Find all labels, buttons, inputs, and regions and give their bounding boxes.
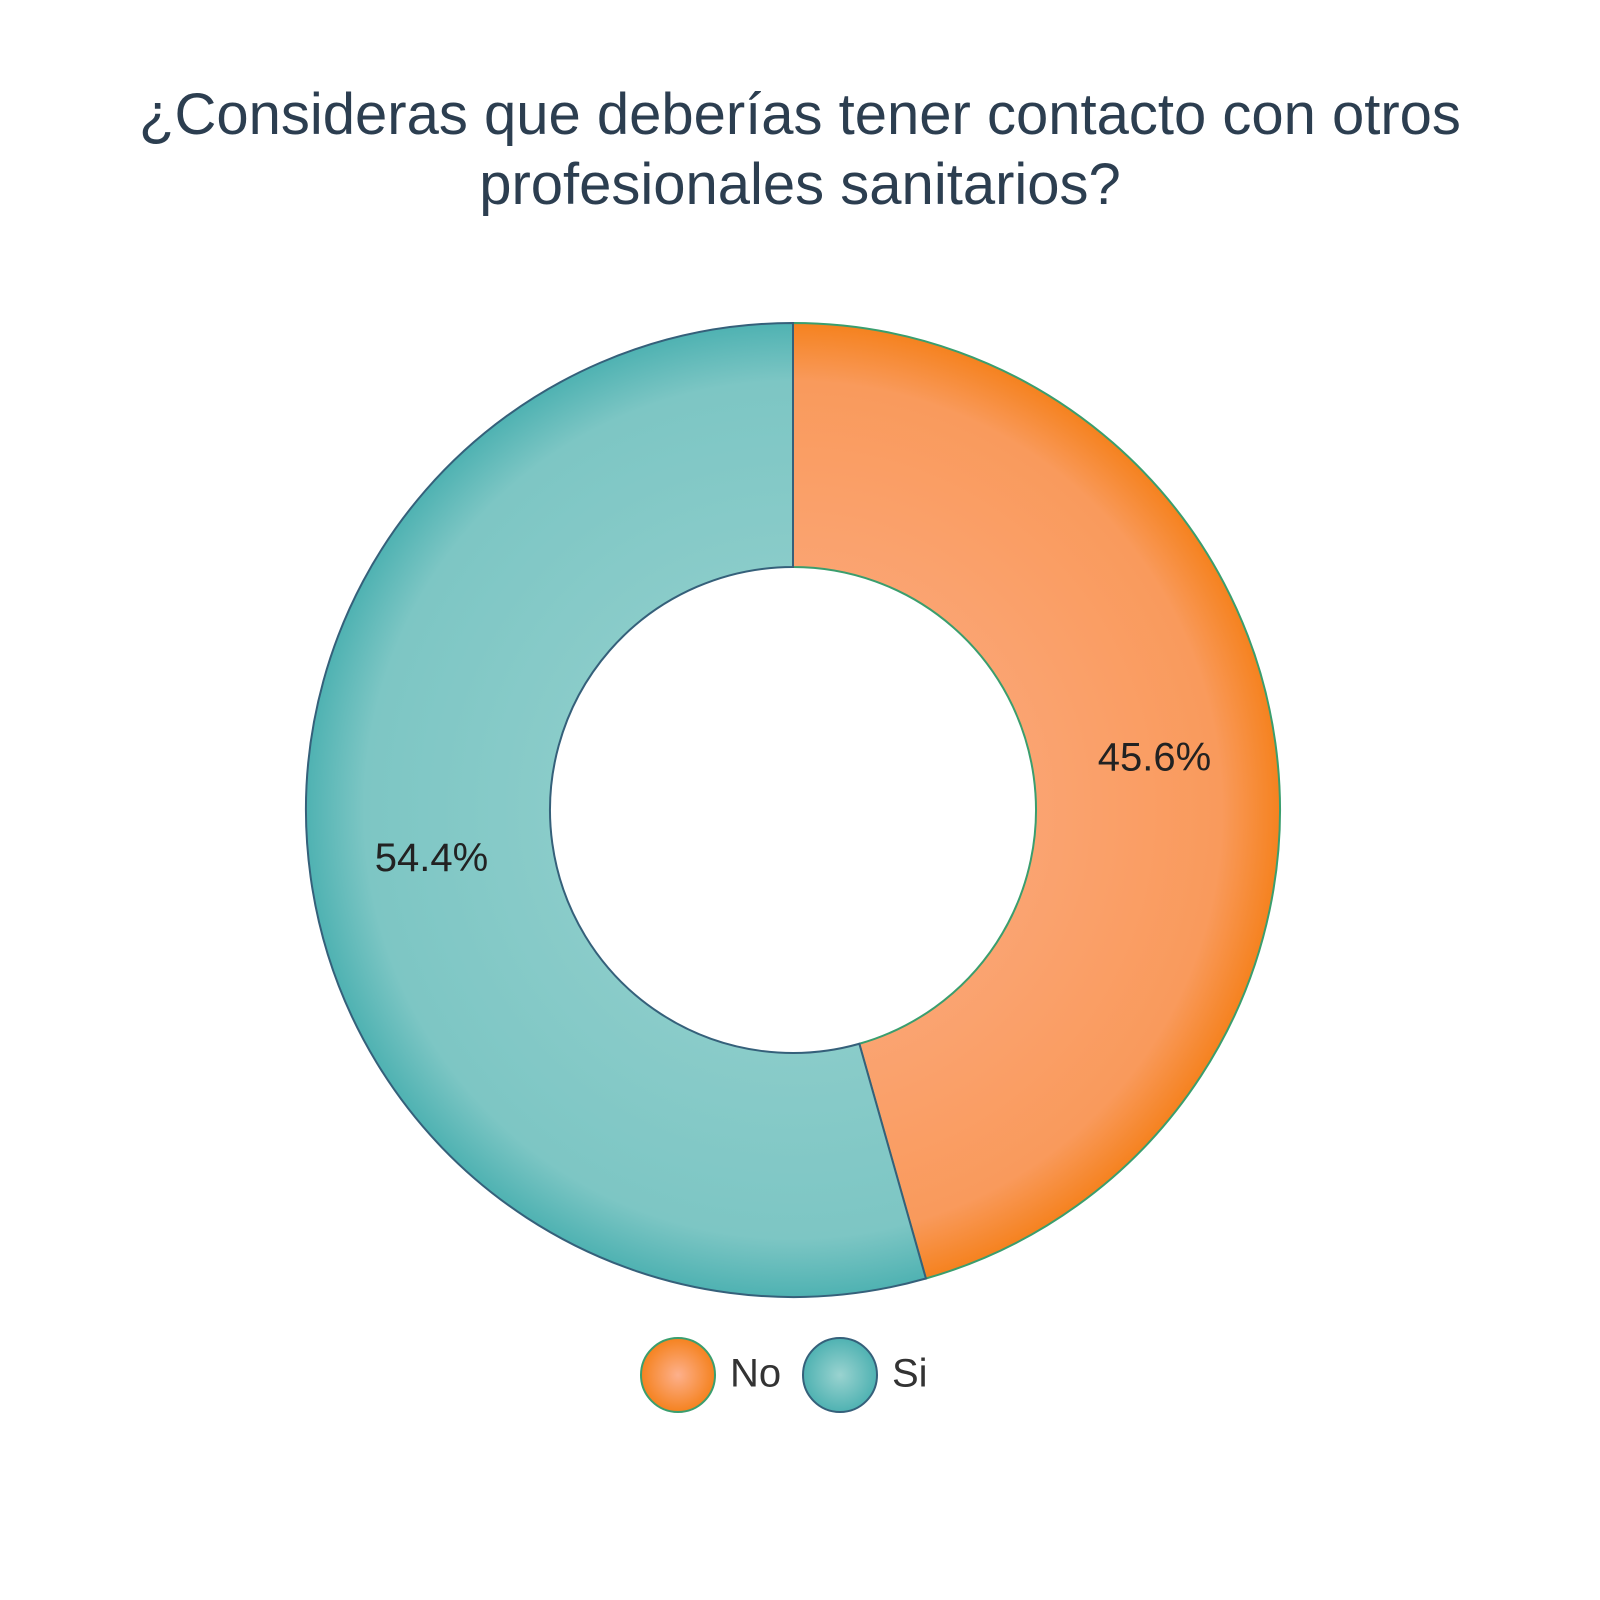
legend-swatch-si <box>802 1337 878 1413</box>
slice-no[interactable] <box>792 321 1281 1280</box>
legend-label-no: No <box>730 1352 781 1396</box>
chart-title-line-1: ¿Consideras que deberías tener contacto … <box>139 82 1461 147</box>
slices-group <box>305 321 1281 1298</box>
chart-title: ¿Consideras que deberías tener contacto … <box>60 80 1540 220</box>
legend-item-si[interactable]: Si <box>802 1337 928 1413</box>
chart-title-line-2: profesionales sanitarios? <box>479 152 1121 217</box>
slice-label-si: 54.4% <box>375 836 488 880</box>
legend-swatch-no <box>640 1337 716 1413</box>
legend: No Si <box>640 1337 928 1413</box>
legend-item-no[interactable]: No <box>640 1337 781 1413</box>
legend-label-si: Si <box>892 1352 928 1396</box>
slice-label-no: 45.6% <box>1098 735 1211 779</box>
slice-si[interactable] <box>305 321 928 1298</box>
